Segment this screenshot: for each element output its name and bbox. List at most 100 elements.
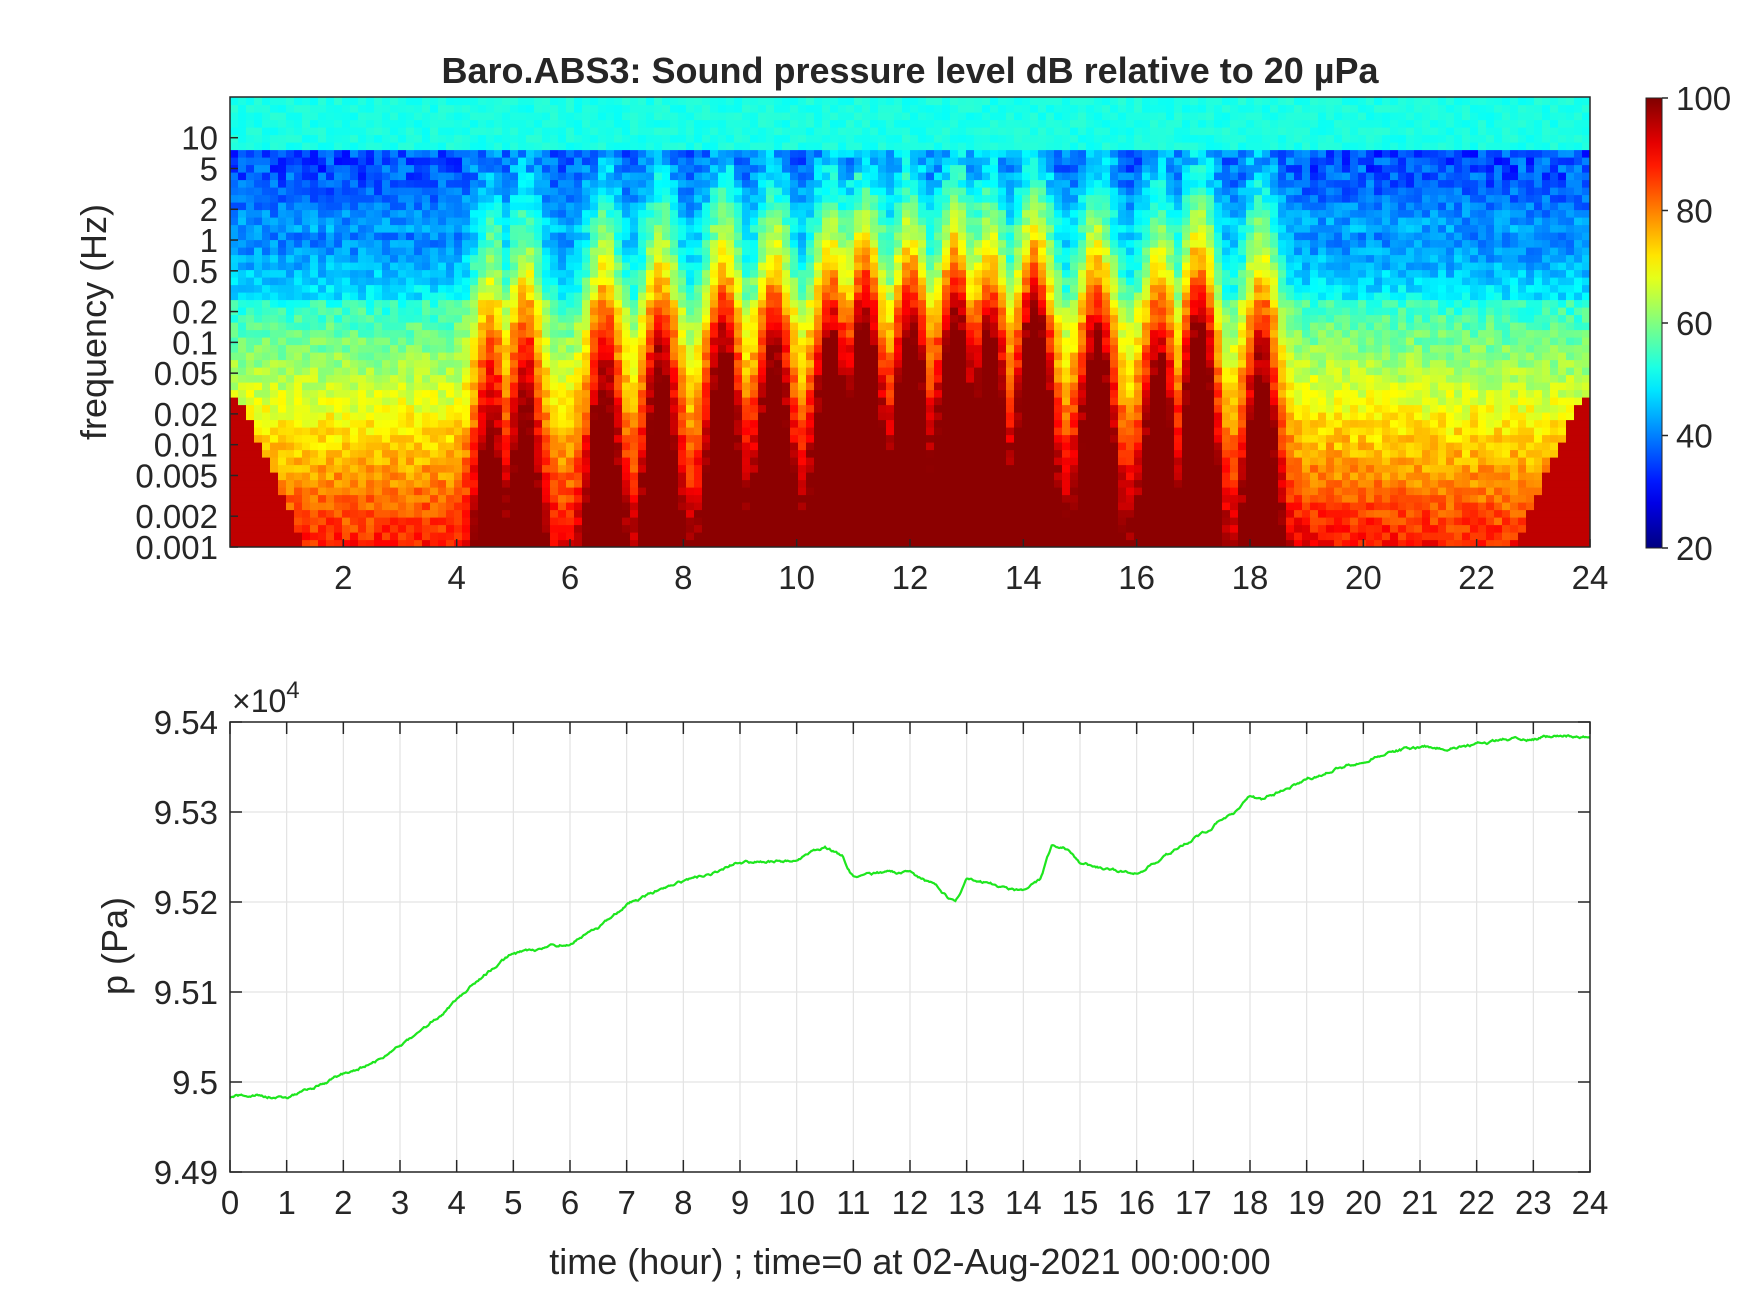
spectrogram-cell (582, 337, 591, 346)
spectrogram-cell (502, 337, 511, 346)
spectrogram-cell (398, 517, 407, 526)
spectrogram-cell (254, 247, 263, 256)
spectrogram-cell (302, 449, 311, 458)
spectrogram-cell (446, 217, 455, 226)
spectrogram-cell (574, 322, 583, 331)
spectrogram-cell (630, 367, 639, 376)
spectrogram-cell (350, 389, 359, 398)
spectrogram-cell (526, 254, 535, 263)
spectrogram-cell (606, 494, 615, 503)
spectrogram-cell (638, 104, 647, 113)
spectrogram-cell (598, 472, 607, 481)
spectrogram-cell (486, 434, 495, 443)
spectrogram-cell (390, 172, 399, 181)
spectrogram-cell (382, 524, 391, 533)
spectrogram-cell (638, 359, 647, 368)
spectrogram-cell (230, 427, 239, 436)
spectrogram-cell (446, 374, 455, 383)
spectrogram-cell (318, 479, 327, 488)
spectrogram-cell (318, 194, 327, 203)
spectrogram-cell (606, 187, 615, 196)
spectrogram-cell (782, 134, 791, 143)
spectrogram-cell (430, 464, 439, 473)
spectrogram-cell (262, 239, 271, 248)
spectrogram-cell (486, 187, 495, 196)
spectrogram-cell (230, 97, 239, 106)
spectrogram-cell (406, 329, 415, 338)
spectrogram-cell (542, 359, 551, 368)
spectrogram-cell (430, 487, 439, 496)
spectrogram-cell (502, 374, 511, 383)
spectrogram-cell (526, 127, 535, 136)
spectrogram-cell (358, 97, 367, 106)
spectrogram-cell (422, 337, 431, 346)
spectrogram-cell (830, 404, 839, 413)
spectrogram-cell (718, 382, 727, 391)
spectrogram-cell (606, 157, 615, 166)
spectrogram-cell (342, 434, 351, 443)
spectrogram-cell (638, 472, 647, 481)
spectrogram-cell (678, 404, 687, 413)
spectrogram-cell (566, 299, 575, 308)
spectrogram-cell (326, 299, 335, 308)
spectrogram-cell (742, 442, 751, 451)
spectrogram-cell (582, 224, 591, 233)
spectrogram-cell (518, 449, 527, 458)
spectrogram-cell (230, 397, 239, 406)
spectrogram-cell (862, 494, 871, 503)
spectrogram-cell (574, 449, 583, 458)
spectrogram-cell (878, 457, 887, 466)
spectrogram-cell (422, 97, 431, 106)
spectrogram-cell (398, 487, 407, 496)
spectrogram-cell (750, 532, 759, 541)
spectrogram-cell (550, 314, 559, 323)
spectrogram-cell (798, 112, 807, 121)
spectrogram-cell (758, 97, 767, 106)
spectrogram-cell (238, 457, 247, 466)
spectrogram-cell (718, 277, 727, 286)
spectrogram-cell (838, 134, 847, 143)
spectrogram-cell (678, 292, 687, 301)
spectrogram-cell (862, 134, 871, 143)
spectrogram-cell (294, 329, 303, 338)
spectrogram-cell (686, 322, 695, 331)
spectrogram-cell (534, 217, 543, 226)
spectrogram-cell (710, 254, 719, 263)
spectrogram-cell (462, 269, 471, 278)
spectrogram-cell (438, 187, 447, 196)
spectrogram-cell (782, 509, 791, 518)
spectrogram-cell (550, 389, 559, 398)
spectrogram-cell (494, 397, 503, 406)
spectrogram-cell (326, 524, 335, 533)
spectrogram-cell (350, 284, 359, 293)
spectrogram-cell (454, 464, 463, 473)
spectrogram-cell (326, 127, 335, 136)
spectrogram-cell (670, 202, 679, 211)
spectrogram-cell (886, 239, 895, 248)
spectrogram-cell (526, 277, 535, 286)
spectrogram-cell (334, 532, 343, 541)
spectrogram-cell (230, 449, 239, 458)
spectrogram-cell (830, 134, 839, 143)
spectrogram-cell (742, 397, 751, 406)
spectrogram-cell (262, 344, 271, 353)
spectrogram-cell (878, 524, 887, 533)
spectrogram-cell (374, 457, 383, 466)
spectrogram-cell (382, 254, 391, 263)
spectrogram-cell (678, 217, 687, 226)
spectrogram-cell (310, 277, 319, 286)
spectrogram-cell (310, 329, 319, 338)
spectrogram-cell (478, 337, 487, 346)
spectrogram-cell (358, 457, 367, 466)
spectrogram-cell (598, 97, 607, 106)
spectrogram-cell (470, 187, 479, 196)
spectrogram-cell (398, 179, 407, 188)
spectrogram-cell (638, 487, 647, 496)
spectrogram-cell (622, 419, 631, 428)
spectrogram-cell (230, 382, 239, 391)
spectrogram-cell (350, 329, 359, 338)
spectrogram-cell (430, 479, 439, 488)
spectrogram-cell (798, 524, 807, 533)
spectrogram-cell (806, 172, 815, 181)
spectrogram-cell (446, 419, 455, 428)
